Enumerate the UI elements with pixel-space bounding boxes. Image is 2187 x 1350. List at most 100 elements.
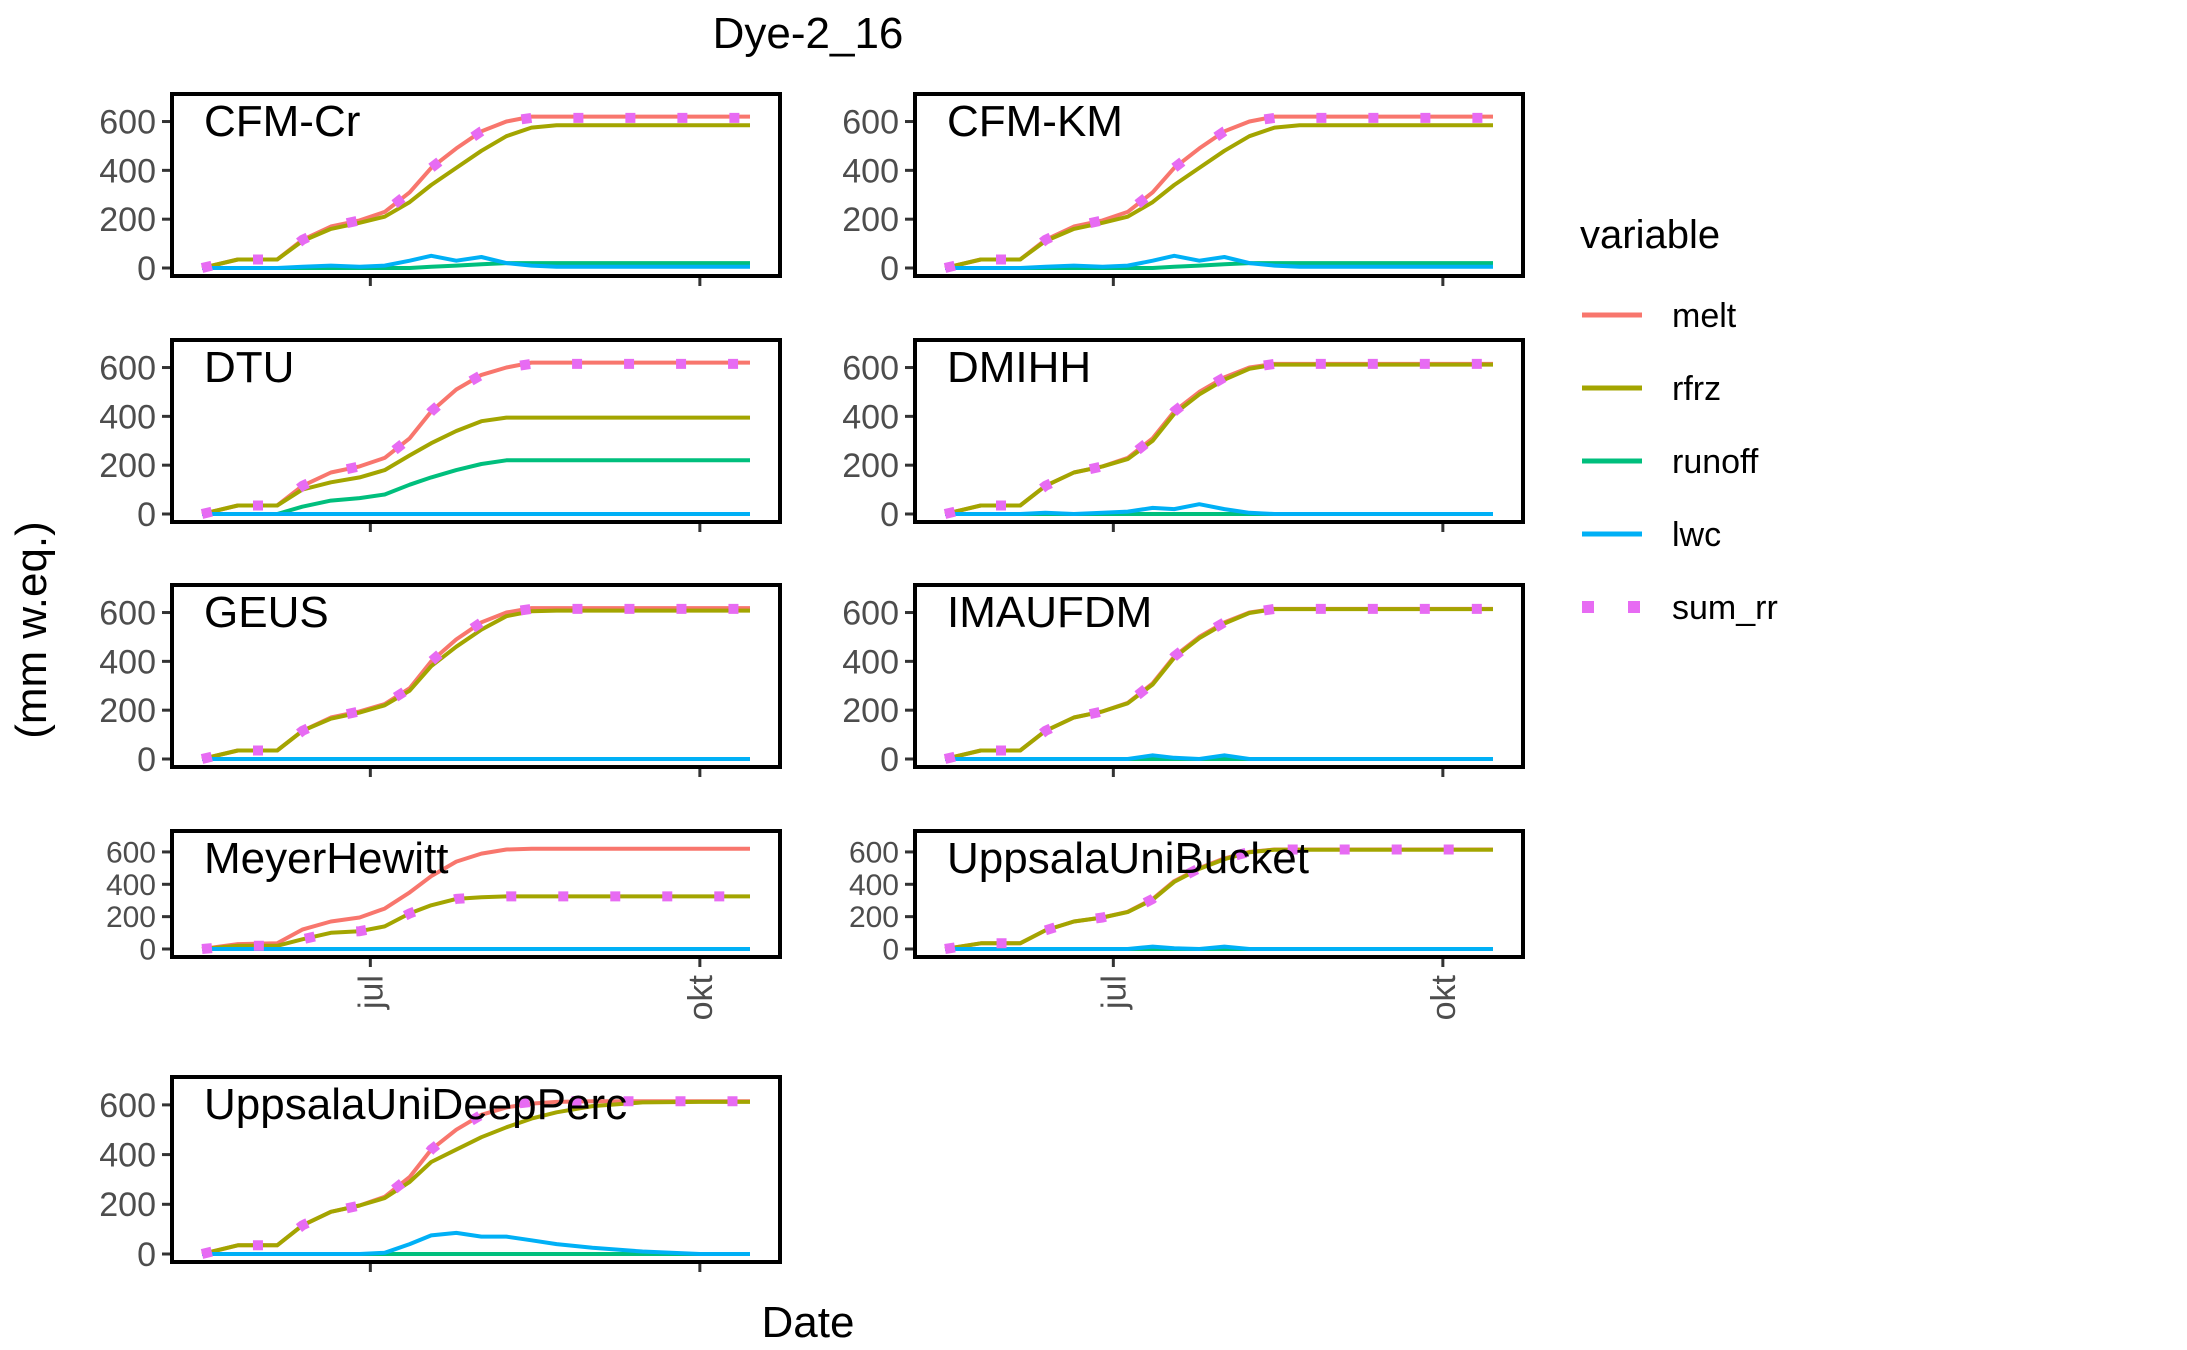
series-line-lwc	[202, 253, 750, 270]
y-tick-label: 200	[842, 692, 899, 730]
legend-title: variable	[1580, 213, 1720, 257]
series-line-melt	[201, 360, 750, 516]
y-tick-label: 600	[106, 836, 156, 869]
y-tick-label: 400	[842, 643, 899, 681]
panel-dmihh: 0 200 400 600 DMIHH	[842, 338, 1525, 534]
y-tick-label: 400	[842, 152, 899, 190]
y-tick-label: 200	[849, 901, 899, 934]
series-line-rfrz	[944, 123, 1493, 270]
y-tick-label: 600	[99, 1087, 156, 1125]
y-tick-label: 200	[99, 1186, 156, 1224]
y-tick-label: 200	[106, 901, 156, 934]
y-tick-label: 400	[842, 398, 899, 436]
panel-frame	[913, 338, 1525, 524]
panel-label: MeyerHewitt	[204, 834, 449, 883]
series-line-rfrz	[944, 362, 1493, 516]
y-tick-label: 600	[842, 103, 899, 141]
panel-frame	[913, 829, 1525, 959]
legend-label-sum-rr: sum_rr	[1672, 589, 1778, 627]
y-tick-label: 200	[99, 447, 156, 485]
legend-label-runoff: runoff	[1672, 443, 1759, 481]
panel-label: UppsalaUniBucket	[947, 834, 1309, 883]
series-line-runoff	[202, 458, 750, 516]
panel-label: IMAUFDM	[947, 588, 1152, 637]
series-line-melt	[201, 846, 750, 951]
legend-item-sum-rr: sum_rr	[1582, 589, 1778, 627]
legend-item-lwc: lwc	[1582, 516, 1721, 554]
series-line-lwc	[945, 253, 1493, 270]
y-tick-label: 400	[99, 643, 156, 681]
y-tick-label: 0	[880, 496, 899, 534]
y-tick-label: 600	[99, 349, 156, 387]
legend-label-rfrz: rfrz	[1672, 370, 1721, 408]
x-tick-label: okt	[1425, 974, 1463, 1020]
y-tick-label: 400	[849, 869, 899, 902]
x-tick-label: okt	[682, 974, 720, 1020]
legend-label-lwc: lwc	[1672, 516, 1721, 554]
panel-label: UppsalaUniDeepPerc	[204, 1080, 627, 1129]
y-tick-label: 600	[99, 594, 156, 632]
x-tick-label: jul	[1095, 975, 1133, 1010]
y-tick-label: 400	[99, 1136, 156, 1174]
y-tick-label: 200	[842, 201, 899, 239]
panel-label: CFM-Cr	[204, 97, 360, 146]
panel-dtu: 0 200 400 600 DTU	[99, 338, 782, 534]
series-line-rfrz	[201, 608, 750, 761]
series-line-rfrz	[201, 1099, 750, 1256]
legend-items: melt rfrz runoff lwc sum_rr	[1582, 297, 1778, 627]
panel-frame	[170, 1075, 782, 1264]
x-tick-label: jul	[352, 975, 390, 1010]
legend-item-melt: melt	[1582, 297, 1737, 335]
y-tick-label: 0	[137, 1236, 156, 1274]
y-tick-label: 600	[849, 836, 899, 869]
y-tick-label: 0	[137, 250, 156, 288]
y-tick-label: 600	[99, 103, 156, 141]
panel-frame	[913, 583, 1525, 769]
legend-label-melt: melt	[1672, 297, 1737, 335]
panel-cfm-cr: 0 200 400 600 CFM-Cr	[99, 92, 782, 288]
panel-frame	[170, 829, 782, 959]
y-tick-label: 600	[842, 349, 899, 387]
panel-label: DMIHH	[947, 343, 1091, 392]
y-tick-label: 0	[137, 741, 156, 779]
series-line-rfrz	[201, 123, 750, 270]
series-line-rfrz	[201, 415, 750, 516]
series-line-lwc	[945, 944, 1493, 951]
legend: variable melt rfrz runoff lwc sum_rr	[1580, 213, 1778, 627]
panel-imaufdm: 0 200 400 600 IMAUFDM	[842, 583, 1525, 779]
chart-title: Dye-2_16	[713, 9, 904, 58]
legend-item-runoff: runoff	[1582, 443, 1759, 481]
panel-label: CFM-KM	[947, 97, 1123, 146]
panel-uppsalaunideepperc: 0 200 400 600 UppsalaUniDeepPerc	[99, 1075, 782, 1274]
y-tick-label: 600	[842, 594, 899, 632]
panel-frame	[170, 338, 782, 524]
y-tick-label: 400	[106, 869, 156, 902]
legend-item-rfrz: rfrz	[1582, 370, 1721, 408]
panel-geus: 0 200 400 600 GEUS	[99, 583, 782, 779]
y-tick-label: 0	[882, 934, 899, 967]
x-axis-title: Date	[762, 1298, 855, 1347]
series-line-lwc	[945, 502, 1493, 516]
y-tick-label: 0	[880, 250, 899, 288]
panel-label: GEUS	[204, 588, 329, 637]
series-line-lwc	[202, 1230, 750, 1256]
series-line-rfrz	[201, 894, 750, 951]
y-axis-title: (mm w.eq.)	[7, 521, 56, 739]
panel-cfm-km: 0 200 400 600 CFM-KM	[842, 92, 1525, 288]
panel-frame	[913, 92, 1525, 278]
y-tick-label: 400	[99, 152, 156, 190]
series-line-rfrz	[944, 607, 1493, 761]
series-line-sum-rr	[944, 844, 1493, 954]
panel-frame	[170, 92, 782, 278]
y-tick-label: 200	[99, 692, 156, 730]
y-tick-label: 200	[99, 201, 156, 239]
y-tick-label: 200	[842, 447, 899, 485]
y-tick-label: 0	[880, 741, 899, 779]
y-tick-label: 400	[99, 398, 156, 436]
panel-frame	[170, 583, 782, 769]
series-line-lwc	[945, 753, 1493, 761]
